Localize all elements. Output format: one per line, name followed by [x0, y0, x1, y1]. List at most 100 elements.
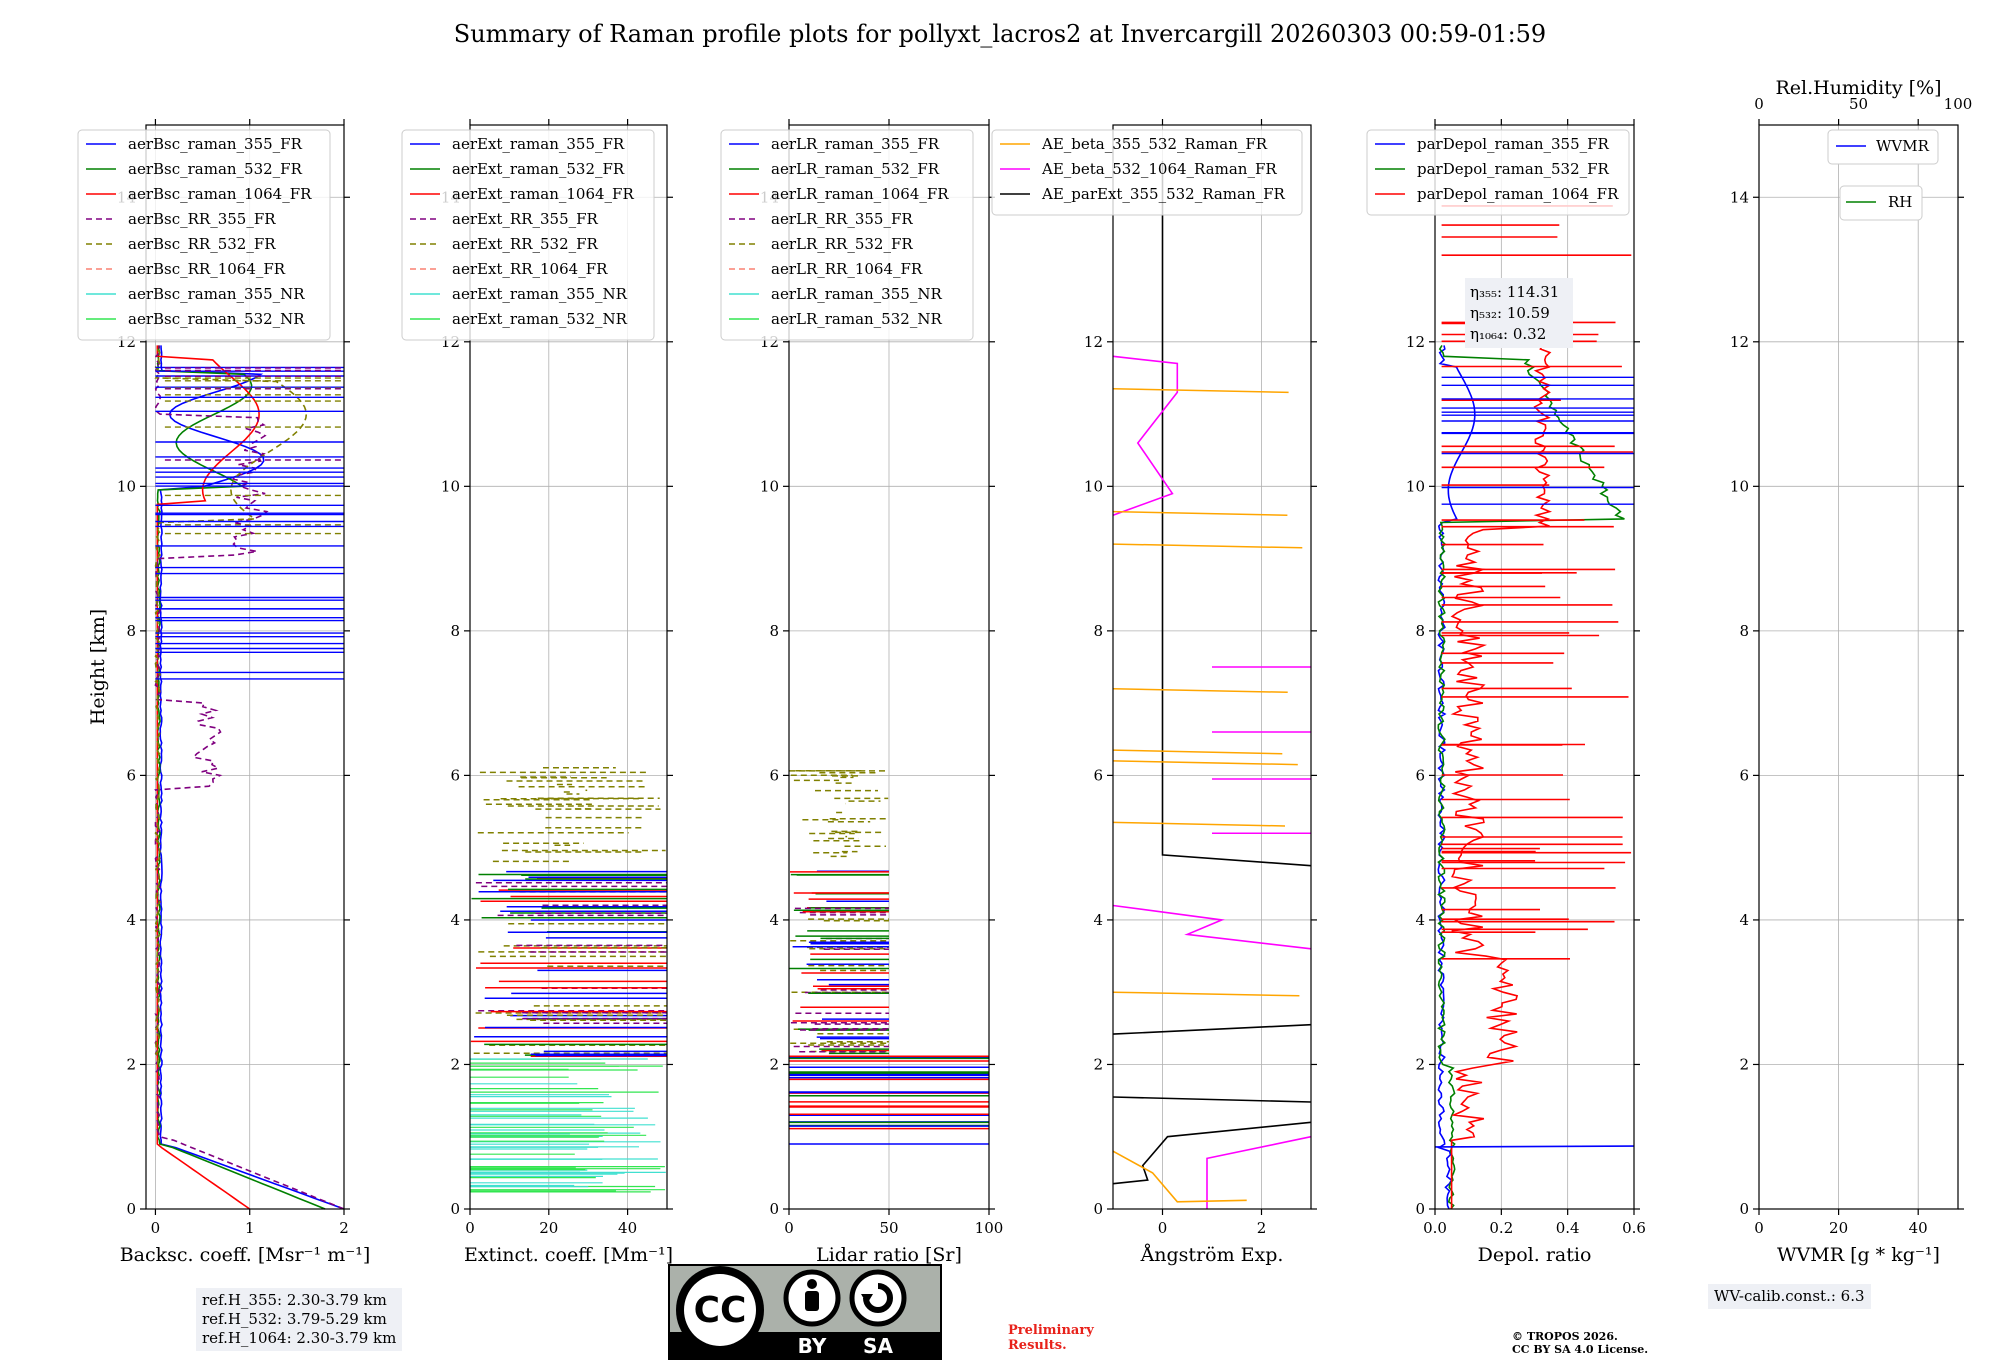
copyright-line-2: CC BY SA 4.0 License.	[1512, 1343, 1649, 1356]
x2-axis-label: Rel.Humidity [%]	[1775, 77, 1941, 99]
legend: WVMR RH	[1827, 129, 1939, 221]
series-line	[154, 345, 308, 1065]
y-tick-label: 0	[769, 1200, 779, 1218]
figure-title: Summary of Raman profile plots for polly…	[453, 20, 1547, 48]
legend-label: aerLR_raman_355_NR	[771, 285, 942, 303]
x-tick-label: 50	[879, 1219, 898, 1237]
legend-label: aerBsc_raman_1064_FR	[128, 185, 312, 203]
y-tick-label: 0	[1415, 1200, 1425, 1218]
legend-label: aerLR_raman_355_FR	[771, 135, 940, 153]
x2-tick-label: 100	[1944, 95, 1973, 113]
y-tick-label: 0	[1739, 1200, 1749, 1218]
y-tick-label: 4	[1739, 911, 1749, 929]
y-tick-label: 10	[1406, 477, 1425, 495]
legend: aerBsc_raman_355_FR aerBsc_raman_532_FRae…	[77, 129, 331, 341]
by-text: BY	[798, 1334, 827, 1358]
panel-angstrom: 0 2 0 2 4 6 8 10 12 Ångström Exp. AE_beta_355_532_…	[991, 119, 1317, 1266]
legend-label: aerExt_RR_532_FR	[452, 235, 599, 253]
legend-label: aerBsc_raman_355_NR	[128, 285, 305, 303]
y-tick-label: 6	[1415, 766, 1425, 784]
spike-line	[1112, 687, 1288, 694]
x-axis-label: Extinct. coeff. [Mm⁻¹]	[464, 1244, 673, 1266]
x-tick-label: 1	[245, 1219, 255, 1237]
y-tick-label: 2	[769, 1055, 779, 1073]
legend-label: aerExt_raman_532_FR	[452, 160, 625, 178]
legend-label: aerBsc_RR_355_FR	[128, 210, 276, 228]
y-tick-label: 10	[441, 477, 460, 495]
legend-label: aerLR_raman_532_FR	[771, 160, 940, 178]
legend-label: parDepol_raman_355_FR	[1417, 135, 1610, 153]
x-axis-label: Lidar ratio [Sr]	[816, 1244, 962, 1266]
annotation-line: η₁₀₆₄: 0.32	[1470, 325, 1546, 343]
legend-box	[720, 129, 974, 341]
series-line	[1112, 355, 1179, 516]
y-tick-label: 6	[126, 766, 136, 784]
axes-frame	[145, 124, 345, 1210]
legend-label: RH	[1888, 193, 1912, 211]
legend-box	[401, 129, 655, 341]
series-line	[1206, 1135, 1312, 1209]
x-tick-label: 2	[339, 1219, 349, 1237]
panel-wvmr: 0 20 40 0 2 4 6 8 10 12 14 WVMR [g * kg⁻¹] 0 50 100Rel…	[1730, 77, 1972, 1266]
x-tick-label: 40	[1909, 1219, 1928, 1237]
spike-line	[1112, 749, 1283, 755]
legend-label: aerLR_RR_355_FR	[771, 210, 913, 228]
legend-label: parDepol_raman_532_FR	[1417, 160, 1610, 178]
y-tick-label: 12	[1084, 333, 1103, 351]
panel-backscatter: 01202468101214Backsc. coeff. [Msr⁻¹ m⁻¹]…	[77, 119, 371, 1266]
legend-label: aerBsc_raman_355_FR	[128, 135, 303, 153]
legend-label: AE_beta_532_1064_Raman_FR	[1041, 160, 1277, 178]
ref-h-355: ref.H_355: 2.30-3.79 km	[202, 1291, 387, 1309]
legend-label: aerBsc_raman_532_NR	[128, 310, 305, 328]
x-axis-label: Backsc. coeff. [Msr⁻¹ m⁻¹]	[120, 1244, 371, 1266]
y-tick-label: 10	[760, 477, 779, 495]
ref-h-532: ref.H_532: 3.79-5.29 km	[202, 1310, 387, 1328]
x-tick-label: 0	[1754, 1219, 1764, 1237]
y-tick-label: 8	[450, 622, 460, 640]
cc-text: CC	[694, 1290, 747, 1331]
panel-extinction: 0204002468101214Extinct. coeff. [Mm⁻¹]ae…	[401, 119, 673, 1266]
axes-frame	[1434, 124, 1635, 1210]
series-line	[156, 345, 260, 1210]
legend-label: aerBsc_RR_532_FR	[128, 235, 276, 253]
series-line	[1437, 344, 1625, 1210]
x-tick-label: 0.0	[1423, 1219, 1447, 1237]
y-tick-label: 12	[1730, 333, 1749, 351]
panel-lidar-ratio: 05010002468101214Lidar ratio [Sr]aerLR_r…	[720, 119, 1003, 1266]
y-tick-label: 4	[450, 911, 460, 929]
x-tick-label: 0	[151, 1219, 161, 1237]
legend-box	[1366, 129, 1630, 216]
x-tick-label: 20	[1829, 1219, 1848, 1237]
copyright-note: © TROPOS 2026. CC BY SA 4.0 License.	[1512, 1330, 1648, 1356]
legend-label: aerLR_RR_1064_FR	[771, 260, 923, 278]
y-tick-label: 6	[1093, 766, 1103, 784]
y-tick-label: 8	[1739, 622, 1749, 640]
x-tick-label: 0	[1158, 1219, 1168, 1237]
y-tick-label: 12	[1406, 333, 1425, 351]
y-tick-label: 6	[450, 766, 460, 784]
prelim-line-1: Preliminary	[1008, 1323, 1094, 1338]
legend-box	[1827, 129, 1939, 165]
profile-traces	[154, 345, 345, 1210]
y-tick-label: 8	[1415, 622, 1425, 640]
y-tick-label: 0	[450, 1200, 460, 1218]
y-tick-label: 4	[126, 911, 136, 929]
x-axis-label: Depol. ratio	[1478, 1244, 1592, 1266]
legend-label: WVMR	[1876, 137, 1930, 155]
x-tick-label: 40	[618, 1219, 637, 1237]
legend-box	[1839, 185, 1923, 221]
axes-frame	[1112, 124, 1312, 1210]
x2-tick-label: 0	[1754, 95, 1764, 113]
series-line	[1161, 161, 1312, 867]
y-tick-label: 2	[1739, 1055, 1749, 1073]
legend: AE_beta_355_532_Raman_FR AE_beta_532_1064…	[991, 129, 1303, 216]
axes-frame	[1758, 124, 1959, 1210]
legend-label: aerExt_raman_532_NR	[452, 310, 628, 328]
legend-label: AE_beta_355_532_Raman_FR	[1041, 135, 1268, 153]
ref-h-1064: ref.H_1064: 2.30-3.79 km	[202, 1329, 397, 1347]
spike-line	[1434, 1145, 1635, 1148]
cc-by-sa-logo: CC BY SA	[668, 1264, 942, 1360]
copyright-line-1: © TROPOS 2026.	[1512, 1330, 1618, 1343]
y-tick-label: 6	[1739, 766, 1749, 784]
